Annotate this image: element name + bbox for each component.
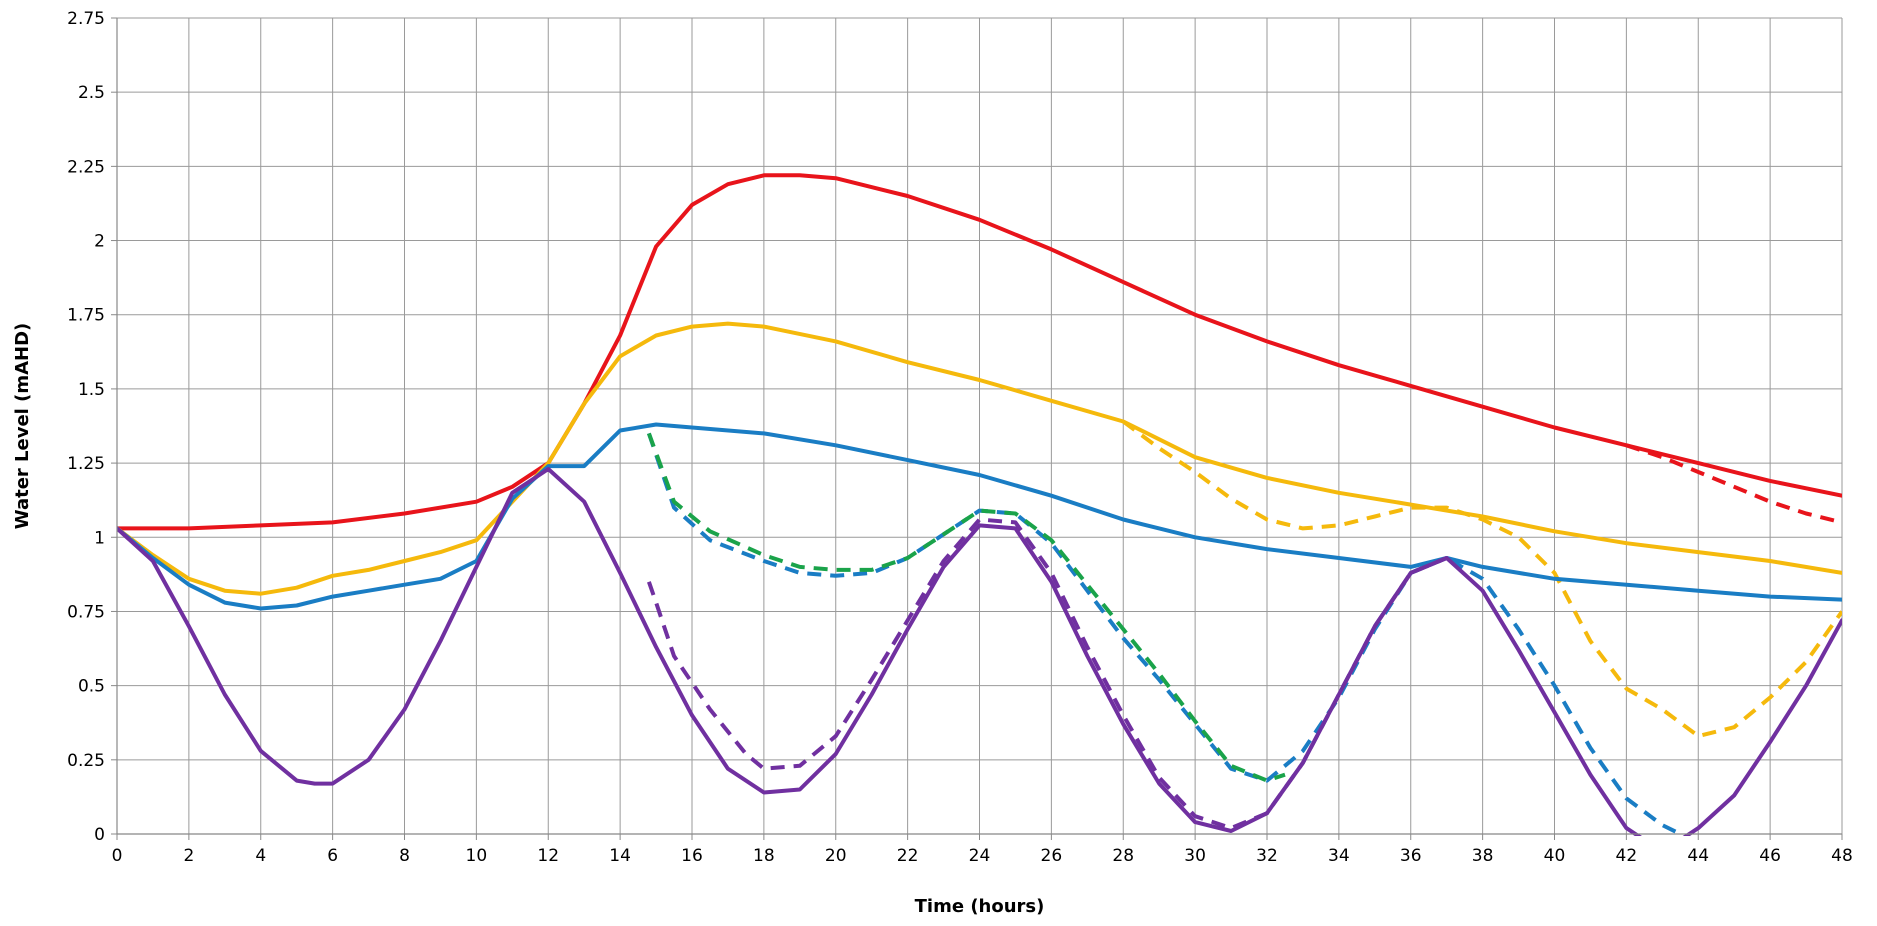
x-tick-label: 10 [466,846,488,866]
x-tick-label: 4 [255,846,266,866]
y-tick-label: 2.25 [67,157,105,177]
x-tick-label: 36 [1400,846,1422,866]
x-tick-label: 0 [112,846,123,866]
y-tick-label: 1.25 [67,454,105,474]
y-axis-label: Water Level (mAHD) [12,323,33,530]
series-line-3-solid [117,321,1842,596]
x-tick-label: 26 [1041,846,1063,866]
x-axis-label: Time (hours) [915,896,1045,917]
x-tick-label: 48 [1831,846,1853,866]
x-tick-label: 38 [1472,846,1494,866]
x-tick-label: 32 [1256,846,1278,866]
series-lines [117,173,1842,836]
series-line-7-dashed [647,432,1286,783]
y-tick-label: 2.5 [78,83,105,103]
series-line-5-solid [117,422,1842,611]
y-tick-label: 0 [94,825,105,845]
x-tick-label: 24 [969,846,991,866]
series-line-1-solid [117,173,1842,531]
series-line-9-dashed [647,517,1448,831]
x-tick-label: 20 [825,846,847,866]
x-tick-label: 2 [183,846,194,866]
x-tick-label: 8 [399,846,410,866]
tick-labels: 0 2 4 6 8 10 12 14 16 18 20 22 24 26 28 30 32 34 36 38 40 42 4… [67,9,1853,866]
x-tick-label: 16 [681,846,703,866]
y-tick-label: 1 [94,528,105,548]
x-tick-label: 18 [753,846,775,866]
x-tick-label: 42 [1616,846,1638,866]
x-tick-label: 30 [1184,846,1206,866]
y-tick-label: 0.25 [67,751,105,771]
y-tick-label: 1.75 [67,306,105,326]
x-tick-label: 6 [327,846,338,866]
x-tick-label: 40 [1544,846,1566,866]
series-line-8-solid [117,467,1842,836]
y-tick-label: 2 [94,232,105,252]
y-tick-label: 2.75 [67,9,105,29]
axes [111,17,1843,840]
x-tick-label: 28 [1112,846,1134,866]
x-tick-label: 12 [537,846,559,866]
y-tick-label: 1.5 [78,380,105,400]
x-tick-label: 22 [897,846,919,866]
x-tick-label: 46 [1759,846,1781,866]
x-tick-label: 14 [609,846,631,866]
y-tick-label: 0.5 [78,677,105,697]
series-line-2-dashed [1625,443,1842,525]
x-tick-label: 44 [1687,846,1709,866]
series-line-4-dashed [1122,419,1842,739]
y-tick-label: 0.75 [67,602,105,622]
x-tick-label: 34 [1328,846,1350,866]
